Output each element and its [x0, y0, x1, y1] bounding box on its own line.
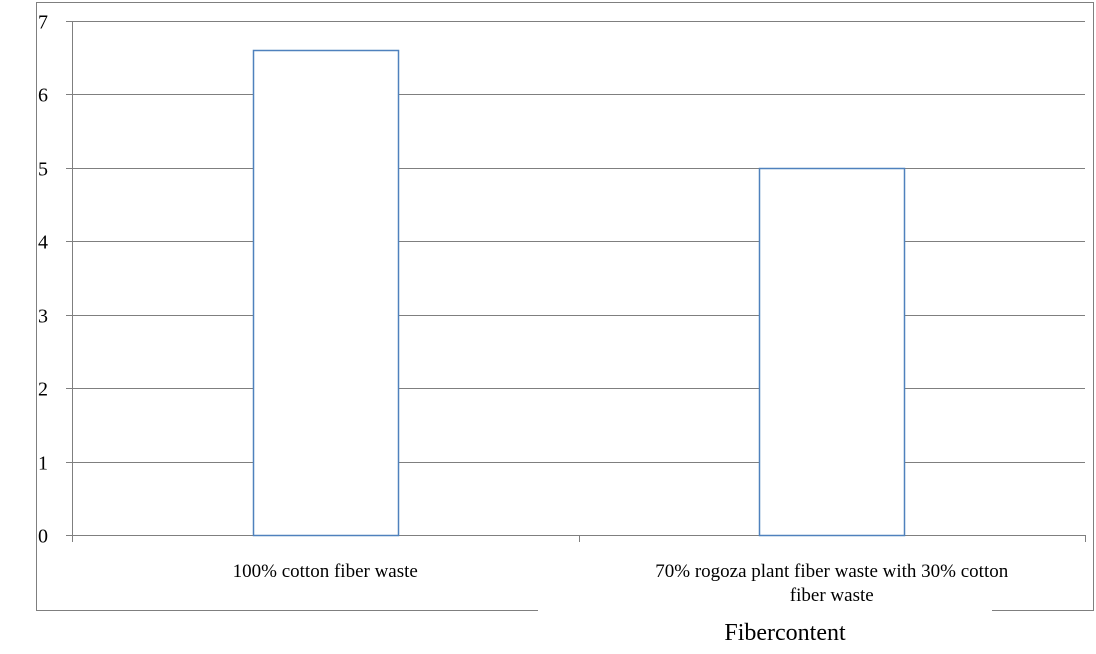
chart-frame: [36, 2, 1094, 611]
bars: [252, 49, 906, 537]
category-label: 70% rogoza plant fiber waste with 30% co…: [655, 561, 1008, 606]
y-tick-label: 3: [38, 306, 48, 328]
y-tick-label: 0: [38, 526, 48, 548]
x-axis-title: Fibercontent: [724, 620, 846, 646]
y-tick-label: 5: [38, 159, 48, 181]
y-tick-label: 6: [38, 85, 48, 107]
gridlines: [72, 21, 1085, 463]
bar: [758, 167, 906, 537]
y-tick-label: 1: [38, 453, 48, 475]
bar: [252, 49, 400, 537]
y-axis: 0 1 2 3 4 5 6 7: [38, 12, 73, 548]
y-tick-label: 4: [38, 232, 48, 254]
category-labels: 100% cotton fiber waste 70% rogoza plant …: [233, 561, 1009, 606]
x-axis: [66, 535, 1086, 542]
category-label: 100% cotton fiber waste: [233, 561, 418, 582]
y-tick-label: 2: [38, 379, 48, 401]
y-tick-label: 7: [38, 12, 48, 34]
